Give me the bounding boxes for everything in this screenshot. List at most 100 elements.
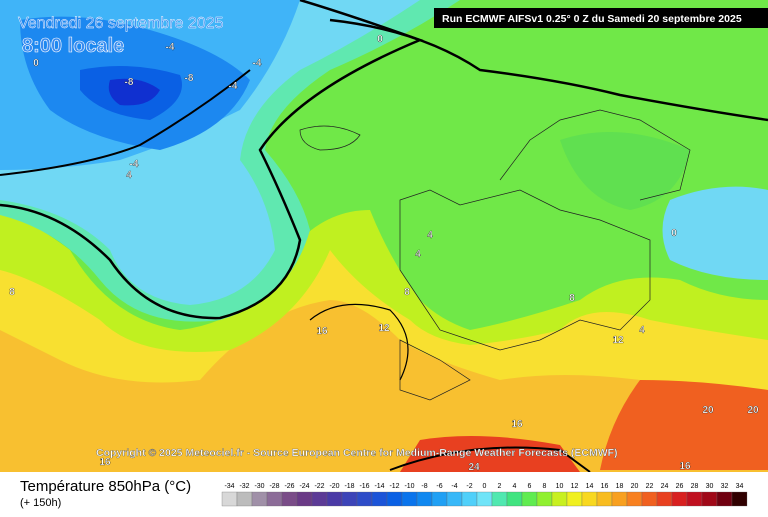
contour-label: 0 (33, 58, 39, 69)
scale-swatch (371, 491, 388, 507)
scale-label: -18 (344, 483, 354, 490)
contour-label: 16 (679, 461, 691, 472)
scale-label: -26 (284, 483, 294, 490)
scale-label: -24 (299, 483, 309, 490)
scale-label: 22 (646, 483, 654, 490)
scale-swatch (581, 491, 598, 507)
contour-label: -4 (229, 81, 238, 92)
scale-label: -12 (389, 483, 399, 490)
scale-swatch (416, 491, 433, 507)
contour-label: -4 (253, 58, 262, 69)
scale-swatch (476, 491, 493, 507)
scale-swatch (536, 491, 553, 507)
footer-title: Température 850hPa (°C) (20, 478, 191, 495)
scale-label: 26 (676, 483, 684, 490)
scale-label: -16 (359, 483, 369, 490)
scale-swatch (401, 491, 418, 507)
scale-swatch (716, 491, 733, 507)
scale-swatch (356, 491, 373, 507)
scale-label: -30 (254, 483, 264, 490)
contour-label: -8 (185, 73, 194, 84)
scale-label: -20 (329, 483, 339, 490)
forecast-time: 8:00 locale (22, 35, 124, 57)
scale-swatch (326, 491, 343, 507)
scale-swatch (386, 491, 403, 507)
contour-label: -8 (125, 77, 134, 88)
forecast-date: Vendredi 26 septembre 2025 (18, 15, 224, 32)
scale-swatch (656, 491, 673, 507)
contour-label: 16 (511, 419, 523, 430)
scale-label: -8 (421, 483, 427, 490)
scale-label: 10 (556, 483, 564, 490)
contour-label: 0 (671, 228, 677, 239)
scale-swatch (431, 491, 448, 507)
footer-lead: (+ 150h) (20, 497, 61, 509)
scale-label: 16 (601, 483, 609, 490)
contour-label: 4 (415, 249, 421, 260)
contour-label: 8 (569, 293, 575, 304)
scale-swatch (446, 491, 463, 507)
contour-label: 16 (316, 326, 328, 337)
run-info: Run ECMWF AIFSv1 0.25° 0 Z du Samedi 20 … (442, 13, 742, 25)
scale-swatch (341, 491, 358, 507)
scale-label: -28 (269, 483, 279, 490)
run-box (434, 8, 768, 28)
scale-swatch (461, 491, 478, 507)
contour-label: 4 (126, 170, 132, 181)
contour-label: 0 (377, 34, 383, 45)
scale-label: 28 (691, 483, 699, 490)
scale-label: 12 (571, 483, 579, 490)
scale-swatch (611, 491, 628, 507)
scale-swatch (701, 491, 718, 507)
scale-swatch (296, 491, 313, 507)
scale-label: -4 (451, 483, 457, 490)
contour-label: 12 (378, 323, 390, 334)
scale-swatch (266, 491, 283, 507)
scale-swatch (596, 491, 613, 507)
contour-label: 12 (612, 335, 624, 346)
scale-swatch (251, 491, 268, 507)
scale-swatch (626, 491, 643, 507)
scale-swatch (731, 491, 748, 507)
scale-swatch (671, 491, 688, 507)
scale-label: 4 (513, 483, 517, 490)
scale-label: 6 (528, 483, 532, 490)
scale-swatch (521, 491, 538, 507)
scale-label: 20 (631, 483, 639, 490)
contour-label: 8 (9, 287, 15, 298)
scale-label: 18 (616, 483, 624, 490)
scale-swatch (566, 491, 583, 507)
scale-label: -32 (239, 483, 249, 490)
scale-label: -6 (436, 483, 442, 490)
scale-label: -2 (466, 483, 472, 490)
scale-label: 24 (661, 483, 669, 490)
scale-label: -22 (314, 483, 324, 490)
contour-label: 20 (702, 405, 714, 416)
scale-label: -14 (374, 483, 384, 490)
copyright: Copyright © 2025 Meteociel.fr - Source E… (96, 447, 618, 459)
contour-label: -4 (166, 42, 175, 53)
scale-label: 32 (721, 483, 729, 490)
scale-swatch (686, 491, 703, 507)
contour-label: 20 (747, 405, 759, 416)
contour-label: -4 (130, 159, 139, 170)
scale-label: 14 (586, 483, 594, 490)
scale-label: 0 (483, 483, 487, 490)
scale-label: 2 (498, 483, 502, 490)
contour-label: 8 (404, 287, 410, 298)
contour-label: 4 (639, 325, 645, 336)
scale-swatch (236, 491, 253, 507)
contour-label: 24 (468, 462, 480, 473)
contour-label: 4 (427, 230, 433, 241)
scale-swatch (506, 491, 523, 507)
scale-label: 30 (706, 483, 714, 490)
scale-label: -10 (404, 483, 414, 490)
map (0, 0, 768, 473)
scale-swatch (311, 491, 328, 507)
scale-label: 8 (543, 483, 547, 490)
scale-label: 34 (736, 483, 744, 490)
scale-swatch (641, 491, 658, 507)
